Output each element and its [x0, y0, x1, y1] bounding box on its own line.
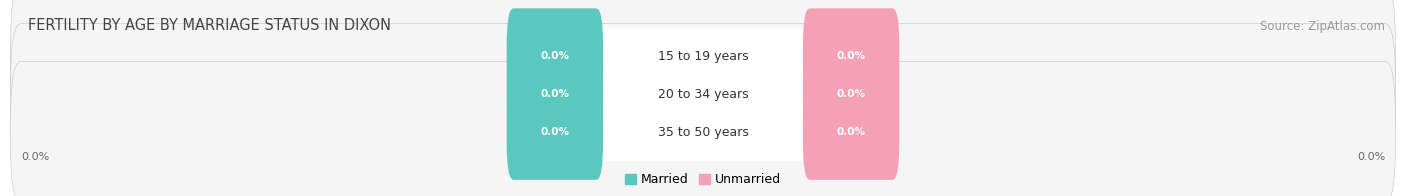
Text: FERTILITY BY AGE BY MARRIAGE STATUS IN DIXON: FERTILITY BY AGE BY MARRIAGE STATUS IN D… [28, 18, 391, 33]
Text: Source: ZipAtlas.com: Source: ZipAtlas.com [1260, 20, 1385, 33]
FancyBboxPatch shape [506, 8, 603, 104]
FancyBboxPatch shape [506, 46, 603, 142]
Text: 0.0%: 0.0% [837, 89, 866, 99]
FancyBboxPatch shape [506, 84, 603, 180]
Text: 20 to 34 years: 20 to 34 years [658, 88, 748, 101]
Text: 0.0%: 0.0% [540, 51, 569, 61]
Text: 0.0%: 0.0% [837, 127, 866, 137]
FancyBboxPatch shape [11, 62, 1395, 196]
FancyBboxPatch shape [803, 46, 900, 142]
FancyBboxPatch shape [803, 8, 900, 104]
Text: 0.0%: 0.0% [540, 89, 569, 99]
FancyBboxPatch shape [11, 0, 1395, 127]
FancyBboxPatch shape [599, 103, 807, 161]
Text: 0.0%: 0.0% [21, 152, 49, 162]
FancyBboxPatch shape [599, 65, 807, 123]
FancyBboxPatch shape [11, 24, 1395, 165]
Text: 0.0%: 0.0% [837, 51, 866, 61]
FancyBboxPatch shape [599, 27, 807, 85]
Text: 0.0%: 0.0% [540, 127, 569, 137]
FancyBboxPatch shape [803, 84, 900, 180]
Text: 0.0%: 0.0% [1357, 152, 1385, 162]
Text: 15 to 19 years: 15 to 19 years [658, 50, 748, 63]
Text: 35 to 50 years: 35 to 50 years [658, 125, 748, 139]
Legend: Married, Unmarried: Married, Unmarried [620, 168, 786, 191]
